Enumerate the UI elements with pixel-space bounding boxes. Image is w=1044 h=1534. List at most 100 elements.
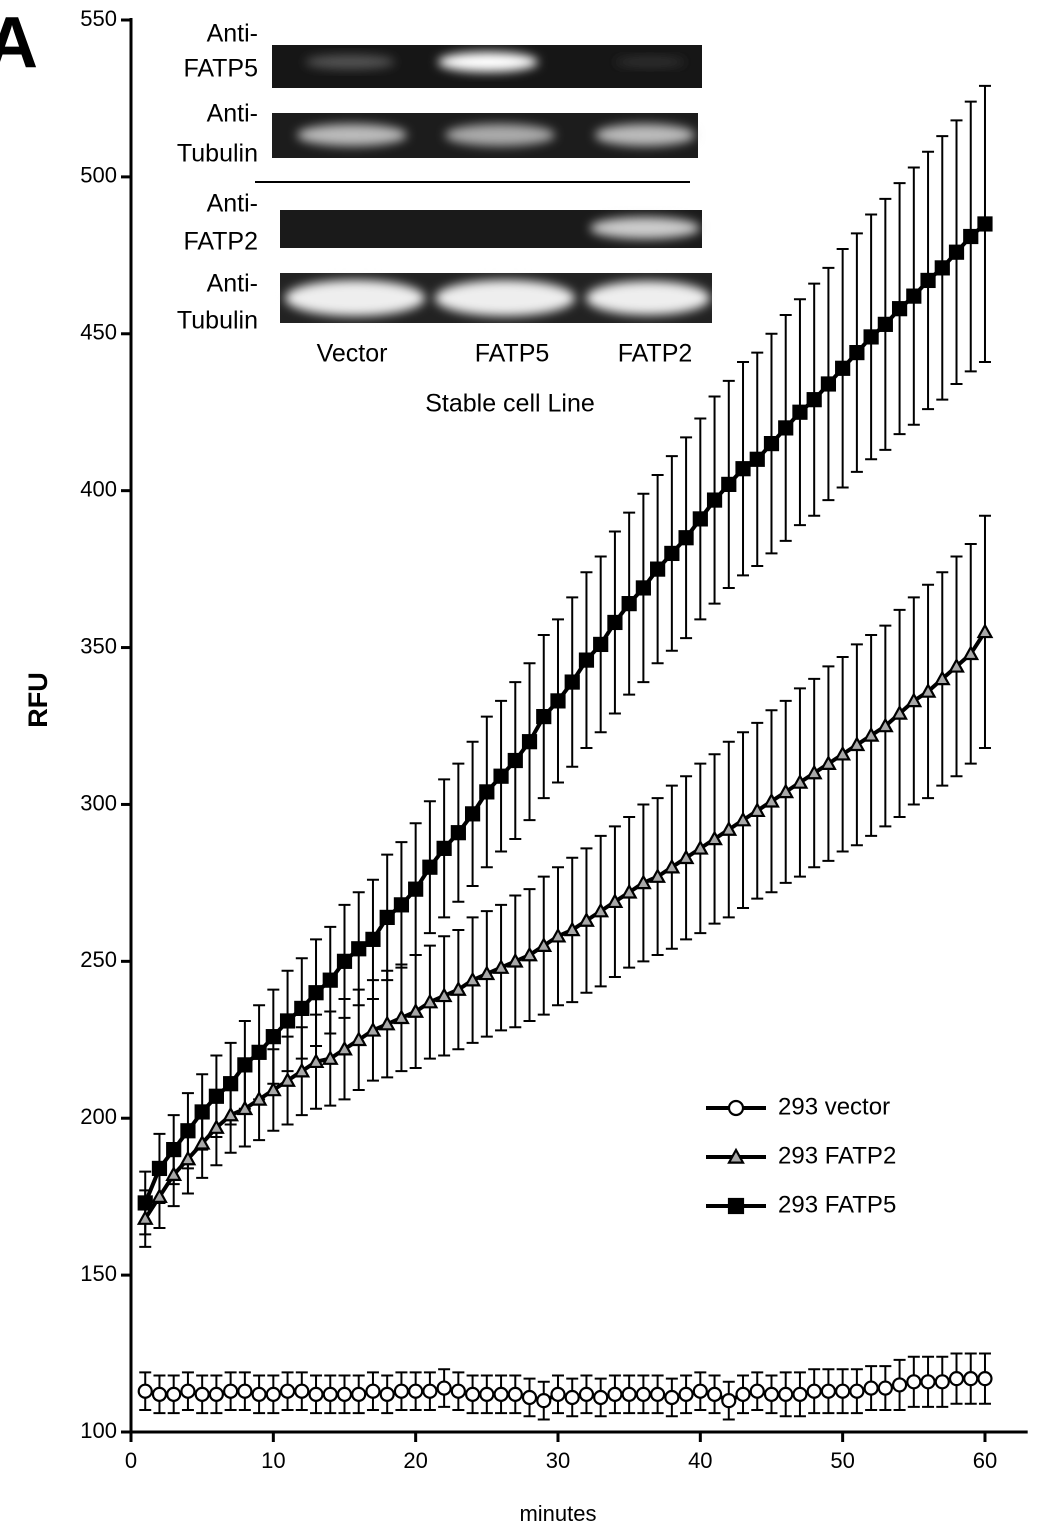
marker-square — [436, 840, 452, 856]
marker-triangle — [933, 670, 951, 686]
y-tick-label: 200 — [80, 1104, 117, 1129]
marker-triangle — [293, 1062, 311, 1078]
marker-square — [692, 511, 708, 527]
marker-triangle — [136, 1209, 154, 1225]
marker-square — [727, 1197, 745, 1215]
blot-lane-label: FATP2 — [618, 340, 693, 368]
y-axis-label: RFU — [23, 672, 53, 728]
x-tick-label: 10 — [261, 1448, 285, 1473]
marker-square — [237, 1057, 253, 1073]
marker-circle — [393, 1383, 410, 1399]
marker-circle — [920, 1374, 936, 1390]
marker-triangle — [336, 1040, 353, 1056]
marker-square — [294, 1000, 310, 1017]
marker-square — [279, 1013, 296, 1029]
series-line — [143, 222, 987, 1204]
blot-lane-label: FATP5 — [475, 340, 550, 368]
marker-triangle — [307, 1052, 325, 1069]
y-tick-label: 350 — [80, 633, 117, 658]
marker-circle — [336, 1386, 353, 1402]
x-tick-label: 30 — [546, 1448, 570, 1473]
blot-row-label: Anti- — [207, 20, 258, 48]
marker-triangle — [919, 682, 937, 698]
marker-circle — [727, 1099, 745, 1117]
marker-circle — [351, 1386, 367, 1402]
marker-circle — [493, 1386, 509, 1402]
marker-circle — [963, 1371, 979, 1387]
blot-xlabel: Stable cell Line — [425, 390, 595, 418]
marker-triangle — [834, 745, 852, 761]
marker-square — [977, 216, 993, 232]
blot-row-label: FATP5 — [183, 55, 258, 83]
marker-circle — [635, 1386, 651, 1402]
marker-triangle — [350, 1031, 368, 1047]
x-tick-label: 50 — [830, 1448, 854, 1473]
marker-triangle — [649, 867, 666, 883]
marker-triangle — [464, 971, 481, 987]
marker-triangle — [791, 773, 809, 789]
marker-triangle — [435, 987, 453, 1003]
marker-circle — [778, 1386, 794, 1402]
marker-square — [180, 1123, 196, 1139]
marker-triangle — [727, 1147, 745, 1164]
western-blot — [255, 45, 712, 323]
marker-triangle — [948, 657, 965, 673]
marker-square — [934, 260, 950, 276]
marker-square — [849, 345, 865, 361]
marker-triangle — [449, 980, 467, 996]
marker-triangle — [421, 993, 439, 1009]
marker-circle — [194, 1386, 210, 1402]
marker-triangle — [862, 726, 880, 742]
marker-square — [265, 1029, 281, 1045]
marker-circle — [948, 1371, 965, 1387]
marker-square — [621, 596, 637, 612]
marker-square — [635, 580, 651, 596]
marker-square — [835, 360, 851, 376]
marker-circle — [806, 1383, 822, 1399]
marker-triangle — [976, 623, 994, 639]
marker-square — [607, 614, 623, 631]
marker-triangle — [635, 874, 652, 890]
marker-square — [749, 451, 765, 467]
marker-triangle — [962, 645, 980, 661]
marker-circle — [436, 1380, 452, 1396]
marker-square — [308, 985, 324, 1001]
marker-triangle — [407, 1002, 425, 1018]
x-tick-label: 0 — [125, 1448, 137, 1473]
marker-triangle — [478, 965, 496, 981]
marker-triangle — [151, 1187, 168, 1203]
marker-circle — [578, 1386, 595, 1402]
marker-square — [948, 244, 965, 260]
marker-square — [721, 476, 737, 492]
marker-circle — [735, 1386, 751, 1402]
y-tick-label: 550 — [80, 6, 117, 31]
marker-circle — [422, 1383, 438, 1399]
marker-triangle — [492, 958, 510, 974]
marker-square — [806, 392, 822, 408]
marker-square — [450, 825, 466, 841]
marker-square — [137, 1195, 153, 1211]
marker-triangle — [720, 820, 738, 836]
marker-circle — [408, 1383, 424, 1399]
marker-circle — [692, 1383, 708, 1399]
marker-square — [223, 1076, 239, 1092]
marker-circle — [749, 1383, 765, 1399]
marker-square — [464, 806, 481, 822]
marker-triangle — [506, 952, 524, 968]
marker-square — [479, 784, 495, 800]
marker-triangle — [905, 692, 923, 708]
marker-triangle — [179, 1150, 197, 1166]
marker-circle — [849, 1383, 865, 1399]
legend-label: 293 FATP5 — [778, 1191, 896, 1218]
y-tick-label: 300 — [80, 790, 117, 815]
marker-square — [906, 288, 922, 304]
marker-circle — [678, 1386, 694, 1402]
marker-circle — [479, 1386, 495, 1402]
marker-circle — [208, 1386, 224, 1402]
marker-circle — [891, 1377, 908, 1393]
marker-triangle — [805, 764, 823, 780]
marker-circle — [721, 1393, 737, 1409]
legend-label: 293 vector — [778, 1093, 890, 1120]
x-tick-label: 20 — [403, 1448, 427, 1473]
marker-triangle — [876, 717, 894, 733]
